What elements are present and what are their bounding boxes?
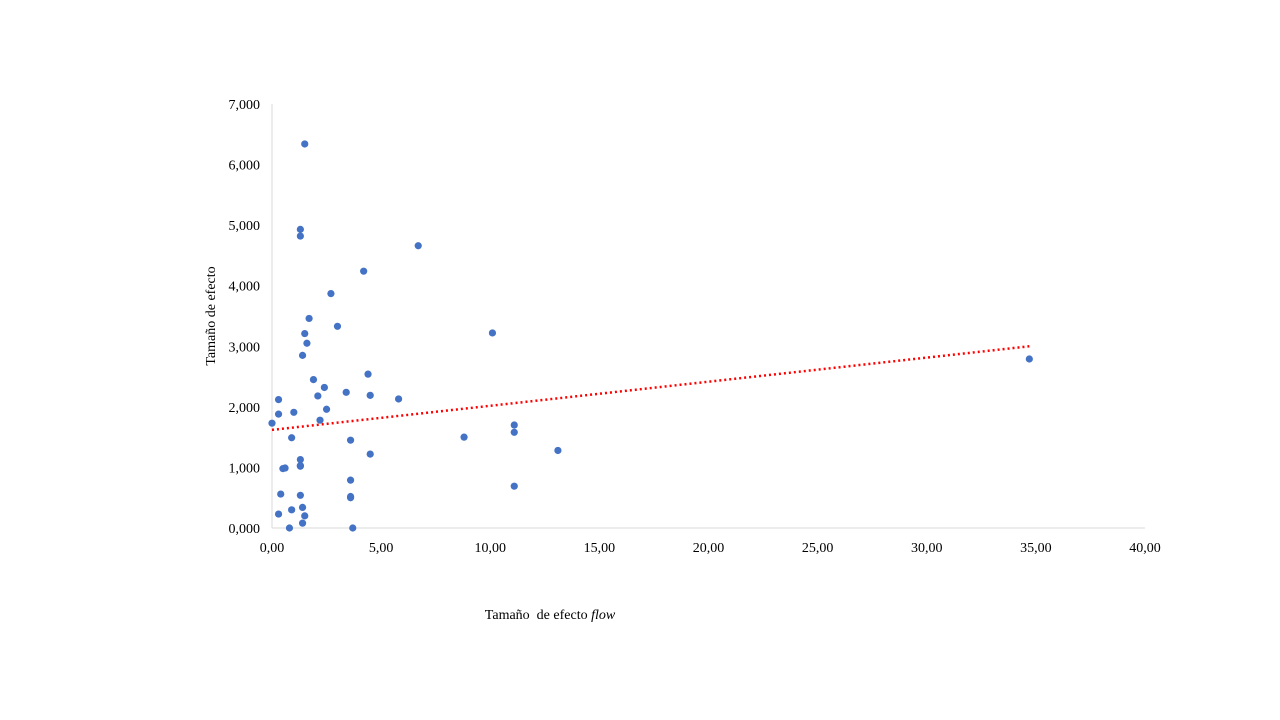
data-point — [285, 524, 294, 532]
data-point — [288, 434, 296, 442]
data-point — [298, 519, 307, 527]
x-axis-label: Tamaño de efecto flow — [485, 608, 616, 623]
data-point — [277, 490, 285, 498]
y-tick-label: 4,000 — [229, 280, 261, 295]
data-point — [364, 370, 372, 378]
data-point — [274, 510, 283, 518]
data-point — [288, 506, 296, 514]
axes — [271, 104, 1145, 529]
x-tick-label: 10,00 — [475, 541, 507, 556]
x-tick-label: 35,00 — [1020, 541, 1052, 556]
data-point — [296, 455, 304, 464]
x-axis-label-main: Tamaño de efecto — [485, 608, 591, 623]
data-points — [268, 140, 1033, 532]
x-tick-label: 15,00 — [584, 541, 616, 556]
y-tick-label: 5,000 — [229, 219, 261, 234]
y-tick-labels: 0,000 1,000 2,000 3,000 4,000 5,000 6,000 7,000 — [229, 98, 261, 537]
data-point — [301, 329, 309, 338]
data-point — [298, 351, 307, 359]
x-tick-label: 0,00 — [260, 541, 285, 556]
data-point — [488, 329, 497, 337]
trendline — [271, 345, 1030, 432]
data-point — [346, 436, 355, 444]
data-point — [301, 512, 309, 520]
data-point — [301, 140, 309, 148]
data-point — [349, 524, 357, 532]
data-point — [333, 322, 342, 330]
data-point — [268, 419, 276, 427]
x-tick-label: 20,00 — [693, 541, 725, 556]
data-point — [1025, 355, 1033, 363]
x-tick-label: 40,00 — [1129, 541, 1161, 556]
y-tick-label: 6,000 — [229, 159, 261, 174]
data-point — [510, 482, 518, 490]
data-point — [303, 339, 311, 347]
x-tick-label: 30,00 — [911, 541, 943, 556]
y-tick-label: 1,000 — [229, 461, 261, 476]
data-point — [414, 242, 422, 250]
data-point — [510, 428, 518, 436]
x-axis-label-italic: flow — [591, 608, 616, 623]
x-tick-labels: 0,00 5,00 10,00 15,00 20,00 25,00 30,00 35,00 40… — [260, 541, 1161, 556]
data-point — [342, 388, 350, 396]
data-point — [296, 491, 304, 499]
y-axis-label: Tamaño de efecto — [204, 266, 219, 365]
data-point — [346, 494, 355, 502]
data-point — [274, 395, 283, 404]
data-point — [274, 410, 283, 418]
data-point — [320, 383, 328, 392]
y-tick-label: 7,000 — [229, 98, 261, 113]
data-point — [296, 232, 304, 240]
y-tick-label: 0,000 — [229, 522, 261, 537]
data-point — [394, 395, 403, 403]
data-point — [298, 503, 307, 512]
data-point — [296, 225, 304, 233]
x-tick-label: 5,00 — [369, 541, 394, 556]
data-point — [314, 392, 322, 400]
data-point — [366, 450, 374, 458]
data-point — [316, 416, 324, 424]
data-point — [510, 421, 518, 429]
data-point — [296, 462, 304, 470]
data-point — [327, 289, 335, 298]
y-tick-label: 2,000 — [229, 401, 261, 416]
data-point — [460, 433, 468, 441]
data-point — [290, 408, 298, 416]
data-point — [305, 314, 313, 323]
data-point — [309, 376, 318, 384]
data-point — [366, 391, 374, 399]
data-point — [346, 476, 355, 484]
data-point — [281, 464, 289, 472]
data-point — [322, 405, 331, 413]
y-tick-label: 3,000 — [229, 340, 261, 355]
data-point — [360, 267, 368, 275]
x-tick-label: 25,00 — [802, 541, 834, 556]
data-point — [554, 446, 562, 455]
